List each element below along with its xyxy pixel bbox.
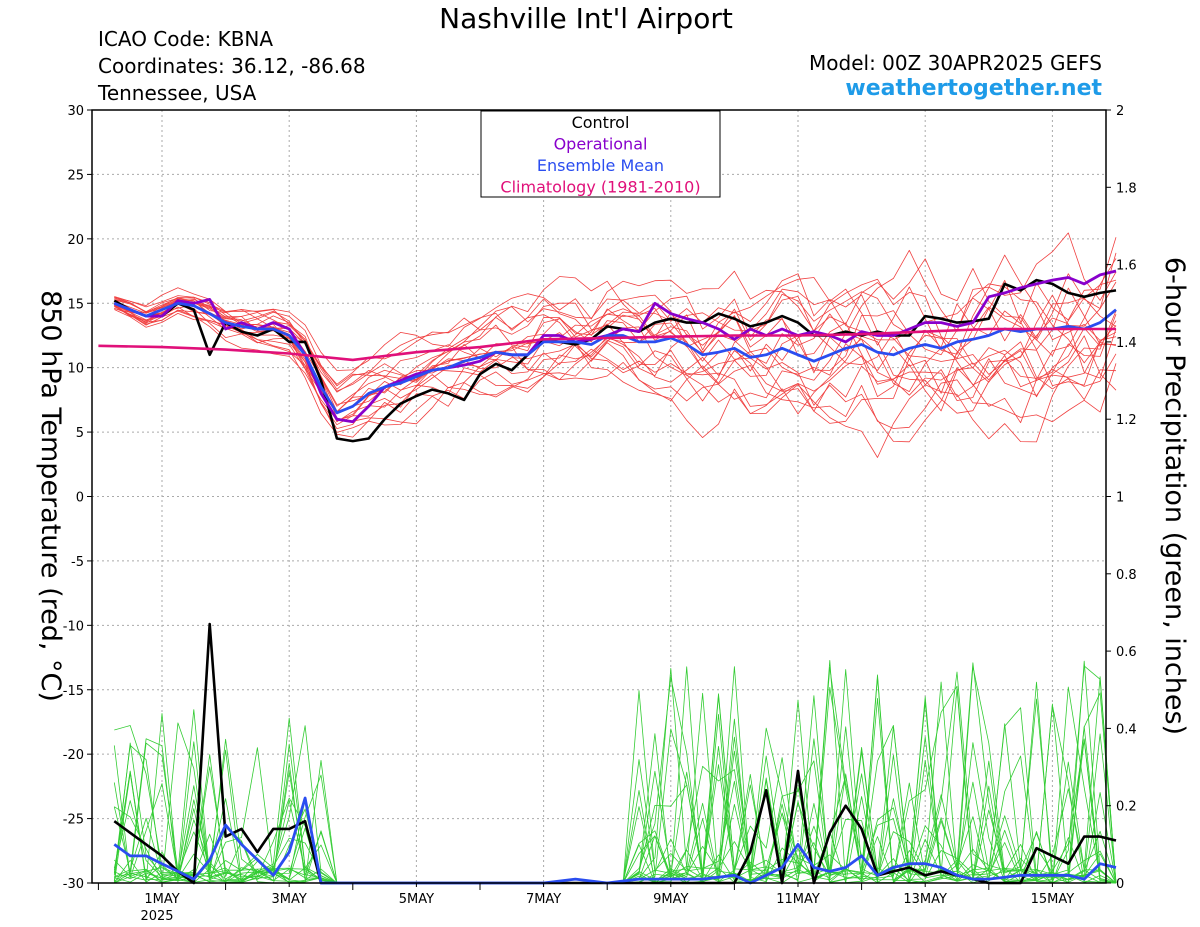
x-tick-label: 11MAY bbox=[776, 892, 820, 907]
precipitation-members bbox=[113, 660, 1117, 884]
climatology-temperature-line bbox=[98, 327, 1116, 362]
control-temperature-line bbox=[113, 278, 1117, 443]
y-tick-label-left: -5 bbox=[71, 555, 84, 570]
x-tick-label: 9MAY bbox=[653, 892, 688, 907]
temp-member-line bbox=[114, 283, 1117, 387]
ensemble-mean-precipitation-line bbox=[113, 796, 1117, 885]
plot-frame bbox=[91, 109, 1107, 884]
axes: 302520151050-5-10-15-20-25-3021.81.61.41… bbox=[63, 104, 1137, 924]
y-tick-label-right: 1.2 bbox=[1116, 413, 1137, 428]
legend-item: Control bbox=[572, 113, 630, 132]
legend: Control Operational Ensemble Mean Climatolo… bbox=[480, 110, 721, 198]
ensemble-mean-temperature-line bbox=[113, 301, 1117, 415]
grid bbox=[92, 109, 1106, 884]
y-tick-label-right: 0.6 bbox=[1116, 645, 1137, 660]
y-tick-label-left: -30 bbox=[63, 877, 84, 892]
y-tick-label-left: 5 bbox=[76, 426, 84, 441]
y-tick-label-left: 30 bbox=[67, 104, 84, 119]
x-tick-label: 3MAY bbox=[272, 892, 307, 907]
y-tick-label-right: 2 bbox=[1116, 104, 1124, 119]
y-tick-label-left: -25 bbox=[63, 813, 84, 828]
y-tick-label-left: -15 bbox=[63, 684, 84, 699]
temp-member-line bbox=[114, 309, 1117, 439]
y-axis-right-label: 6-hour Precipitation (green, inches) bbox=[1159, 257, 1190, 735]
y-tick-label-right: 1.6 bbox=[1116, 259, 1137, 274]
y-tick-label-left: 10 bbox=[67, 362, 84, 377]
y-tick-label-right: 0 bbox=[1116, 877, 1124, 892]
precip-member-line bbox=[113, 676, 1117, 884]
y-tick-label-right: 0.2 bbox=[1116, 800, 1137, 815]
y-axis-left-label: 850 hPa Temperature (red, °C) bbox=[35, 290, 66, 702]
temp-member-line bbox=[114, 304, 1117, 412]
temp-member-line bbox=[114, 252, 1117, 371]
x-tick-label: 5MAY bbox=[399, 892, 434, 907]
y-tick-label-left: 0 bbox=[76, 491, 84, 506]
precip-member-line bbox=[113, 676, 1117, 884]
temp-member-line bbox=[114, 258, 1117, 443]
temp-member-line bbox=[114, 306, 1117, 421]
site-link[interactable]: weathertogether.net bbox=[845, 76, 1102, 101]
temp-member-line bbox=[114, 302, 1117, 422]
y-tick-label-right: 0.4 bbox=[1116, 722, 1137, 737]
y-tick-label-left: 20 bbox=[67, 233, 84, 248]
legend-item: Ensemble Mean bbox=[537, 156, 664, 175]
y-tick-label-right: 0.8 bbox=[1116, 568, 1137, 583]
temperature-members bbox=[114, 232, 1117, 458]
x-year-label: 2025 bbox=[140, 909, 173, 924]
operational-temperature-line bbox=[113, 269, 1117, 424]
precip-member-line bbox=[114, 681, 1117, 884]
y-tick-label-right: 1.8 bbox=[1116, 181, 1137, 196]
x-tick-label: 1MAY bbox=[144, 892, 179, 907]
x-tick-label: 7MAY bbox=[526, 892, 561, 907]
coordinates: Coordinates: 36.12, -86.68 bbox=[98, 54, 366, 78]
icao-code: ICAO Code: KBNA bbox=[98, 27, 274, 51]
y-tick-label-left: -10 bbox=[63, 619, 84, 634]
temp-member-line bbox=[114, 295, 1117, 415]
y-tick-label-left: 15 bbox=[67, 297, 84, 312]
temp-member-line bbox=[114, 254, 1117, 393]
chart-title: Nashville Int'l Airport bbox=[439, 2, 733, 35]
temp-member-line bbox=[114, 304, 1117, 412]
precip-member-line bbox=[114, 671, 1117, 884]
model-run: Model: 00Z 30APR2025 GEFS bbox=[809, 51, 1102, 75]
y-tick-label-right: 1 bbox=[1116, 491, 1124, 506]
temp-member-line bbox=[114, 279, 1117, 402]
legend-box bbox=[480, 110, 721, 198]
x-tick-label: 15MAY bbox=[1031, 892, 1075, 907]
series-lines bbox=[98, 269, 1117, 885]
y-tick-label-left: -20 bbox=[63, 748, 84, 763]
x-tick-label: 13MAY bbox=[903, 892, 947, 907]
region: Tennessee, USA bbox=[98, 81, 257, 105]
y-tick-label-right: 1.4 bbox=[1116, 336, 1137, 351]
y-tick-label-left: 25 bbox=[67, 168, 84, 183]
legend-item: Climatology (1981-2010) bbox=[500, 178, 700, 197]
precip-member-line bbox=[113, 681, 1117, 884]
legend-item: Operational bbox=[554, 135, 648, 154]
precip-member-line bbox=[114, 674, 1117, 884]
